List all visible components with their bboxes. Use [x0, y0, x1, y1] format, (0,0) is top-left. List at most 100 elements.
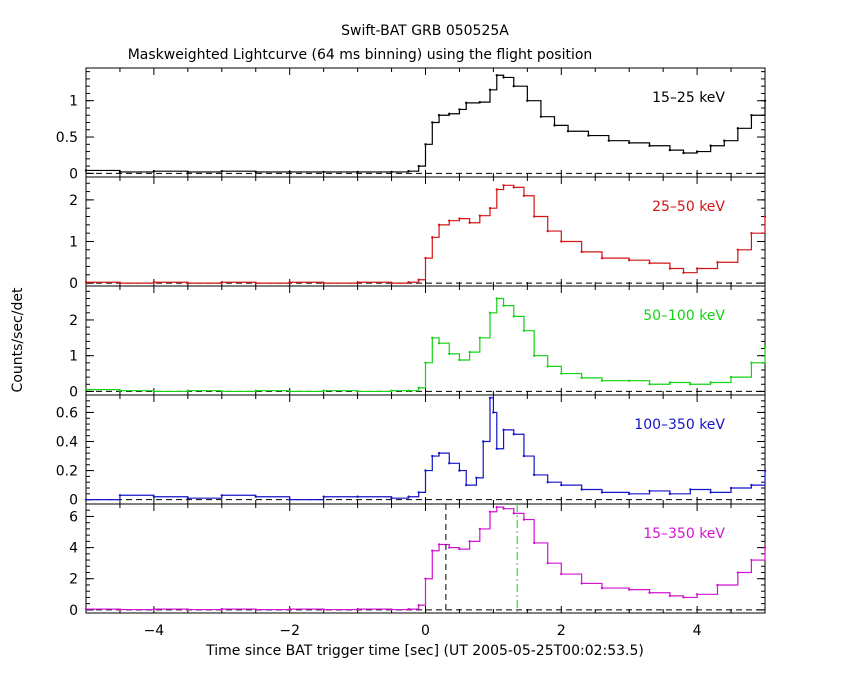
data-point — [512, 433, 515, 436]
data-point — [736, 571, 740, 574]
data-point — [600, 586, 604, 590]
data-point — [118, 494, 122, 497]
y-tick-label: 0.5 — [56, 130, 78, 146]
data-point — [468, 350, 471, 354]
data-point — [600, 256, 604, 260]
data-point — [723, 139, 726, 142]
data-point — [763, 469, 767, 472]
data-point — [356, 495, 359, 498]
y-tick-label: 1 — [69, 94, 78, 110]
data-point — [553, 124, 556, 127]
data-point — [424, 469, 427, 472]
chart-title: Swift-BAT GRB 050525A — [341, 23, 509, 39]
data-point — [502, 428, 505, 432]
data-point — [512, 186, 515, 189]
data-point — [118, 170, 122, 174]
data-point — [560, 240, 563, 243]
y-tick-label: 2 — [69, 193, 78, 209]
data-point — [431, 236, 434, 239]
data-point — [468, 221, 471, 224]
data-point — [431, 336, 434, 340]
data-point — [84, 169, 88, 172]
data-point — [118, 281, 122, 285]
data-point — [682, 271, 685, 274]
band-label: 15–25 keV — [652, 90, 725, 106]
data-point — [152, 495, 156, 498]
data-point — [431, 121, 434, 124]
data-point — [546, 481, 549, 484]
y-tick-label: 0.4 — [56, 435, 78, 451]
data-point — [695, 593, 699, 596]
x-axis-label: Time since BAT trigger time [sec] (UT 20… — [205, 643, 644, 659]
data-point — [488, 88, 492, 92]
data-point — [152, 169, 156, 173]
data-point — [288, 170, 291, 174]
data-point — [220, 607, 223, 611]
data-point — [118, 389, 122, 392]
band-label: 25–50 keV — [652, 199, 725, 215]
data-point — [220, 169, 223, 173]
data-point — [668, 594, 672, 598]
data-point — [356, 390, 359, 393]
data-point — [458, 547, 461, 551]
data-point — [729, 486, 733, 490]
data-point — [417, 604, 420, 607]
data-point — [437, 223, 441, 227]
data-point — [84, 607, 88, 611]
data-point — [532, 473, 536, 477]
data-point — [186, 608, 190, 611]
panels-group: 0 0.5 1 15–25 keV 0 1 2 25–50 keV 0 1 2 50–100 keV 0… — [56, 67, 767, 639]
data-point — [689, 488, 692, 491]
data-point — [628, 259, 631, 262]
data-point — [468, 540, 471, 543]
data-point — [448, 462, 451, 465]
data-point — [648, 261, 651, 265]
data-point — [512, 315, 515, 318]
y-tick-label: 0.6 — [56, 405, 78, 421]
y-axis-label: Counts/sec/det — [10, 287, 26, 392]
data-point — [695, 150, 699, 153]
data-point — [668, 381, 672, 384]
data-point — [532, 215, 536, 218]
data-point — [390, 389, 393, 392]
data-point — [695, 267, 699, 270]
data-point — [750, 558, 753, 562]
series-line — [86, 397, 766, 501]
data-point — [186, 170, 190, 174]
data-point — [539, 115, 543, 118]
data-point — [407, 607, 410, 611]
data-point — [186, 281, 190, 285]
data-point — [254, 281, 257, 285]
data-point — [322, 389, 325, 392]
data-point — [709, 491, 712, 494]
y-tick-label: 1 — [69, 349, 78, 365]
data-point — [417, 164, 420, 168]
data-point — [763, 345, 767, 348]
x-tick-label: 2 — [557, 623, 566, 639]
data-point — [424, 143, 427, 146]
y-tick-label: 0 — [69, 166, 78, 182]
data-point — [118, 608, 122, 611]
data-point — [488, 207, 492, 210]
x-tick-label: 0 — [421, 623, 430, 639]
data-point — [458, 469, 461, 472]
data-point — [763, 546, 767, 549]
data-point — [407, 169, 410, 173]
data-point — [495, 188, 498, 191]
data-point — [560, 372, 563, 375]
data-point — [628, 141, 631, 145]
x-tick-label: −2 — [279, 623, 300, 639]
data-point — [220, 390, 223, 393]
data-point — [458, 108, 461, 111]
data-point — [532, 541, 536, 545]
data-point — [417, 386, 420, 390]
data-point — [356, 607, 359, 611]
y-tick-label: 0.2 — [56, 464, 78, 480]
data-point — [750, 361, 753, 365]
data-point — [458, 358, 461, 362]
data-point — [495, 297, 498, 300]
data-point — [448, 112, 451, 115]
data-point — [431, 549, 434, 552]
data-point — [495, 74, 498, 77]
